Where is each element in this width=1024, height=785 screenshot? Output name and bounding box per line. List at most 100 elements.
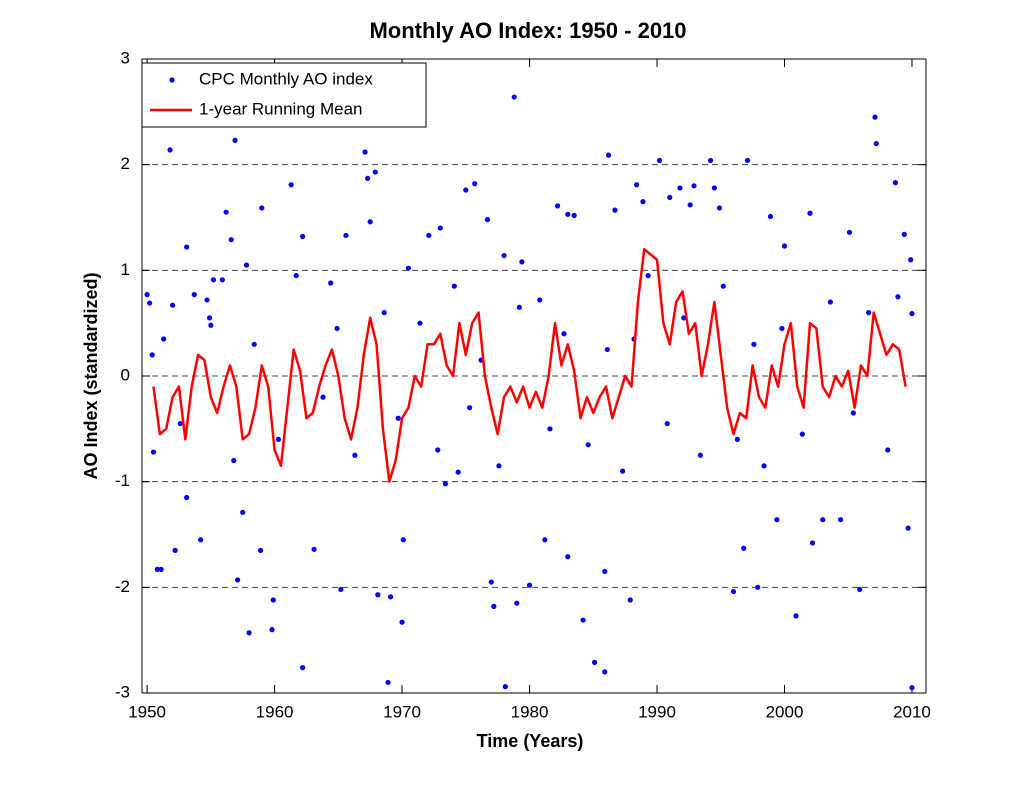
data-point (451, 283, 457, 289)
x-axis-label: Time (Years) (477, 731, 584, 751)
data-point (501, 252, 507, 259)
data-point (150, 449, 157, 455)
data-point (571, 212, 577, 218)
data-point (240, 509, 246, 515)
data-point (602, 568, 608, 575)
data-point (591, 659, 598, 665)
legend-label: 1-year Running Mean (199, 99, 362, 118)
data-point (154, 566, 160, 572)
y-tick-label: 1 (121, 260, 130, 279)
legend-box (141, 62, 427, 128)
data-point (627, 597, 633, 603)
data-point (496, 463, 502, 469)
data-point (343, 232, 349, 239)
data-point (502, 684, 508, 690)
data-point (352, 452, 358, 458)
data-point (561, 331, 567, 337)
data-point (612, 207, 618, 213)
data-point (169, 302, 176, 308)
data-point (640, 199, 646, 205)
data-point (405, 265, 412, 271)
data-point (320, 394, 326, 400)
data-point (744, 157, 751, 164)
data-point (656, 157, 663, 164)
data-point (387, 594, 394, 600)
data-point (219, 277, 225, 283)
data-point (426, 232, 432, 239)
data-point (455, 469, 461, 475)
x-tick-label: 1960 (256, 702, 294, 721)
data-point (645, 273, 651, 279)
legend-label: CPC Monthly AO index (199, 69, 373, 88)
data-point (417, 320, 423, 326)
data-point (288, 182, 294, 188)
data-point (334, 325, 340, 332)
data-point (300, 665, 306, 671)
data-point (149, 352, 155, 358)
data-point (442, 481, 449, 487)
data-point (491, 603, 497, 609)
data-point (228, 237, 234, 243)
data-point (857, 586, 863, 593)
data-point (144, 292, 150, 298)
data-point (338, 586, 344, 593)
data-point (820, 517, 826, 523)
data-point (300, 233, 306, 240)
data-point (372, 169, 378, 175)
data-point (191, 292, 197, 298)
data-point (664, 420, 670, 427)
data-point (755, 584, 761, 590)
data-point (909, 685, 915, 691)
data-point (619, 468, 626, 474)
data-point (716, 205, 723, 211)
data-point (399, 619, 405, 625)
data-point (873, 140, 879, 147)
data-point (514, 600, 520, 606)
data-point (707, 157, 714, 164)
data-point (895, 294, 901, 300)
data-point (677, 185, 683, 191)
data-point (793, 613, 799, 619)
data-point (311, 546, 317, 552)
data-point (488, 579, 494, 585)
data-point (866, 310, 872, 316)
data-point (519, 259, 525, 265)
data-point (807, 210, 813, 216)
data-point (892, 180, 899, 186)
data-point (909, 311, 915, 317)
data-point (395, 415, 401, 421)
data-point (184, 244, 190, 250)
data-point (381, 310, 387, 316)
data-point (467, 405, 473, 411)
data-point (542, 537, 548, 543)
data-point (275, 436, 282, 442)
data-point (511, 94, 517, 100)
data-point (516, 304, 522, 310)
y-tick-label: -3 (115, 682, 130, 701)
data-point (198, 537, 204, 543)
data-point (585, 442, 591, 448)
data-point (850, 410, 856, 416)
running-mean-line (152, 247, 907, 483)
data-point (463, 187, 469, 193)
data-point (781, 243, 788, 249)
data-point (580, 617, 586, 623)
x-tick-label: 1980 (511, 702, 549, 721)
data-point (184, 494, 190, 501)
data-point (711, 185, 717, 191)
data-point (147, 300, 153, 306)
data-point (259, 205, 265, 211)
data-point (204, 297, 210, 303)
y-axis-label: AO Index (standardized) (81, 272, 101, 479)
data-point (779, 325, 785, 332)
data-point (634, 182, 640, 188)
data-point (547, 426, 553, 432)
data-point (472, 181, 478, 187)
data-point (604, 346, 610, 353)
data-point (908, 257, 914, 263)
data-point (774, 517, 780, 523)
data-point (697, 452, 703, 458)
data-point (437, 225, 443, 231)
data-point (257, 547, 264, 553)
y-tick-label: -1 (115, 471, 130, 490)
